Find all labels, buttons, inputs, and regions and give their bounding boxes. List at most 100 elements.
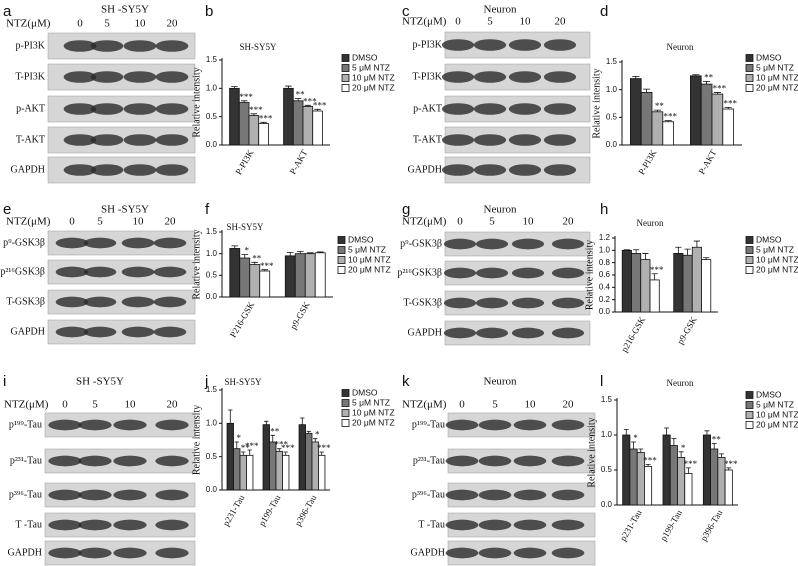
panel-letter: g: [402, 201, 410, 218]
error-bar: [277, 448, 282, 452]
blot-band: [48, 455, 82, 467]
legend-swatch: [745, 421, 754, 429]
error-bar: [638, 448, 644, 453]
bar: [724, 469, 733, 506]
legend-label: 5 μM NTZ: [756, 62, 794, 72]
blot-band: [508, 103, 542, 115]
y-tick-label: 0.0: [206, 292, 218, 301]
dose-header: NTZ(μM): [6, 18, 51, 30]
significance: *: [237, 433, 242, 443]
panel-letter: l: [600, 373, 603, 390]
y-axis-label: Relative intensity: [586, 417, 597, 487]
bar: [305, 432, 313, 491]
blot-row-label: GAPDH: [408, 164, 442, 175]
bar: [239, 454, 247, 491]
dose-header: NTZ(μM): [4, 399, 49, 411]
bar: [318, 454, 326, 491]
blot-band: [78, 547, 112, 559]
blot-band: [90, 40, 124, 52]
bar: [631, 253, 642, 313]
blot-band: [48, 547, 82, 559]
blot-band: [551, 238, 585, 250]
blot-band: [473, 134, 507, 146]
bar: [238, 102, 250, 146]
error-bar: [319, 451, 324, 456]
significance: **: [270, 426, 280, 436]
blot-band: [475, 327, 509, 339]
dose-label: 0: [457, 216, 463, 228]
panel-letter: c: [402, 3, 410, 20]
blot-title: Neuron: [484, 204, 517, 216]
bar: [684, 473, 693, 506]
blot-band: [551, 519, 585, 531]
y-tick-label: 0.5: [606, 112, 618, 121]
bar: [682, 254, 693, 313]
x-tick-label: P-AKT: [697, 148, 719, 176]
blot-band: [121, 237, 155, 249]
blot-row-label: p-AKT: [413, 103, 442, 114]
blot-band: [551, 267, 585, 279]
error-bar: [703, 257, 710, 260]
dose-label: 5: [487, 16, 493, 28]
blot-band: [511, 327, 545, 339]
blot-band: [123, 134, 157, 146]
dose-label: 20: [167, 399, 179, 411]
blot-band: [78, 455, 112, 467]
bar: [640, 259, 651, 313]
blot-band: [90, 164, 124, 176]
legend-swatch: [341, 399, 350, 407]
dose-label: 10: [125, 399, 137, 411]
dose-label: 0: [62, 399, 68, 411]
legend-swatch: [337, 256, 346, 264]
blot-row-label: T-GSK3β: [403, 297, 442, 308]
error-bar: [671, 438, 677, 446]
bar: [722, 108, 734, 146]
y-axis-label: Relative intensity: [191, 405, 202, 475]
legend-label: 5 μM NTZ: [348, 244, 386, 254]
y-tick-label: 1.0: [206, 83, 218, 92]
blot-band: [121, 326, 155, 338]
significance: ***: [281, 443, 295, 453]
blot-band: [63, 40, 97, 52]
blot-band: [475, 267, 509, 279]
legend-label: 20 μM NTZ: [756, 264, 798, 274]
blot-band: [155, 489, 189, 501]
blot-row-label: p²¹⁶GSK3β: [0, 266, 45, 277]
dose-header: NTZ(μM): [402, 399, 447, 411]
bar: [673, 253, 684, 313]
blot-band: [478, 547, 512, 559]
blot-band: [155, 547, 189, 559]
blot-band: [543, 134, 577, 146]
chart-title: Neuron: [667, 378, 694, 388]
error-bar: [283, 451, 288, 456]
error-bar: [260, 121, 267, 124]
chart-title: Neuron: [667, 42, 694, 52]
dose-header: NTZ(μM): [6, 216, 51, 228]
blot-band: [78, 419, 112, 431]
blot-row-label: p²³¹-Tau: [10, 455, 42, 466]
error-bar: [261, 269, 269, 271]
blot-band: [473, 71, 507, 83]
blot-band: [513, 519, 547, 531]
legend-swatch: [341, 54, 350, 62]
legend-swatch: [337, 246, 346, 254]
bar: [283, 87, 294, 146]
significance: ***: [245, 441, 259, 451]
blot-title: Neuron: [484, 4, 517, 16]
significance: **: [704, 72, 714, 82]
blot-band: [513, 455, 547, 467]
blot-band: [543, 71, 577, 83]
legend-swatch: [745, 256, 754, 264]
bar: [710, 448, 719, 506]
blot-band: [121, 266, 155, 278]
bar: [229, 87, 240, 146]
error-bar: [724, 106, 732, 110]
bar: [690, 75, 702, 146]
significance: ***: [663, 112, 677, 122]
blot-band: [78, 489, 112, 501]
error-bar: [623, 429, 629, 435]
error-bar: [703, 80, 711, 85]
error-bar: [713, 92, 721, 95]
bar: [282, 454, 290, 491]
